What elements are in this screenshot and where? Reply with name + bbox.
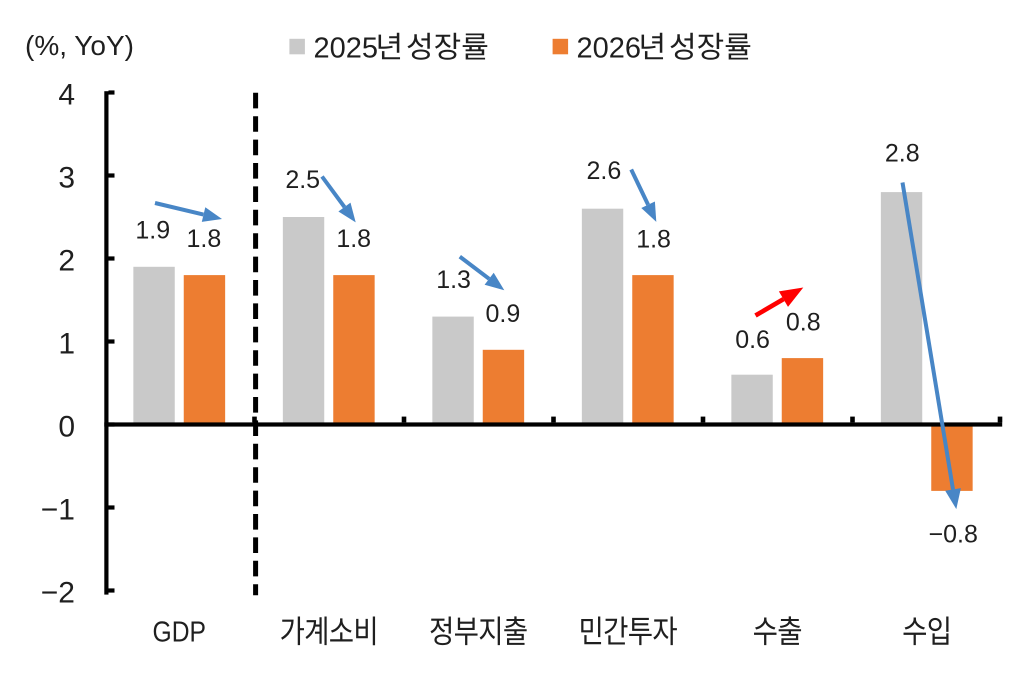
svg-text:−2: −2	[41, 577, 75, 610]
svg-text:1.8: 1.8	[636, 225, 671, 253]
svg-text:1.8: 1.8	[336, 225, 371, 253]
svg-text:0: 0	[58, 411, 75, 444]
svg-text:0.6: 0.6	[735, 326, 770, 354]
svg-text:2.6: 2.6	[587, 157, 622, 185]
svg-text:(%, YoY): (%, YoY)	[25, 30, 134, 61]
svg-text:2025: 2025	[314, 32, 379, 64]
svg-text:0.8: 0.8	[786, 308, 821, 336]
svg-text:−0.8: −0.8	[929, 521, 978, 549]
svg-text:GDP: GDP	[153, 616, 206, 648]
svg-text:1.8: 1.8	[187, 225, 222, 253]
svg-text:1.3: 1.3	[436, 266, 471, 294]
svg-text:2.5: 2.5	[285, 166, 320, 194]
svg-text:4: 4	[58, 79, 75, 112]
svg-text:2: 2	[58, 245, 75, 278]
svg-text:1: 1	[58, 328, 75, 361]
svg-text:0.9: 0.9	[486, 300, 521, 328]
svg-text:2.8: 2.8	[885, 139, 920, 167]
svg-text:−1: −1	[41, 494, 75, 527]
svg-text:1.9: 1.9	[135, 216, 170, 244]
svg-text:3: 3	[58, 162, 75, 195]
svg-text:2026: 2026	[577, 32, 642, 64]
